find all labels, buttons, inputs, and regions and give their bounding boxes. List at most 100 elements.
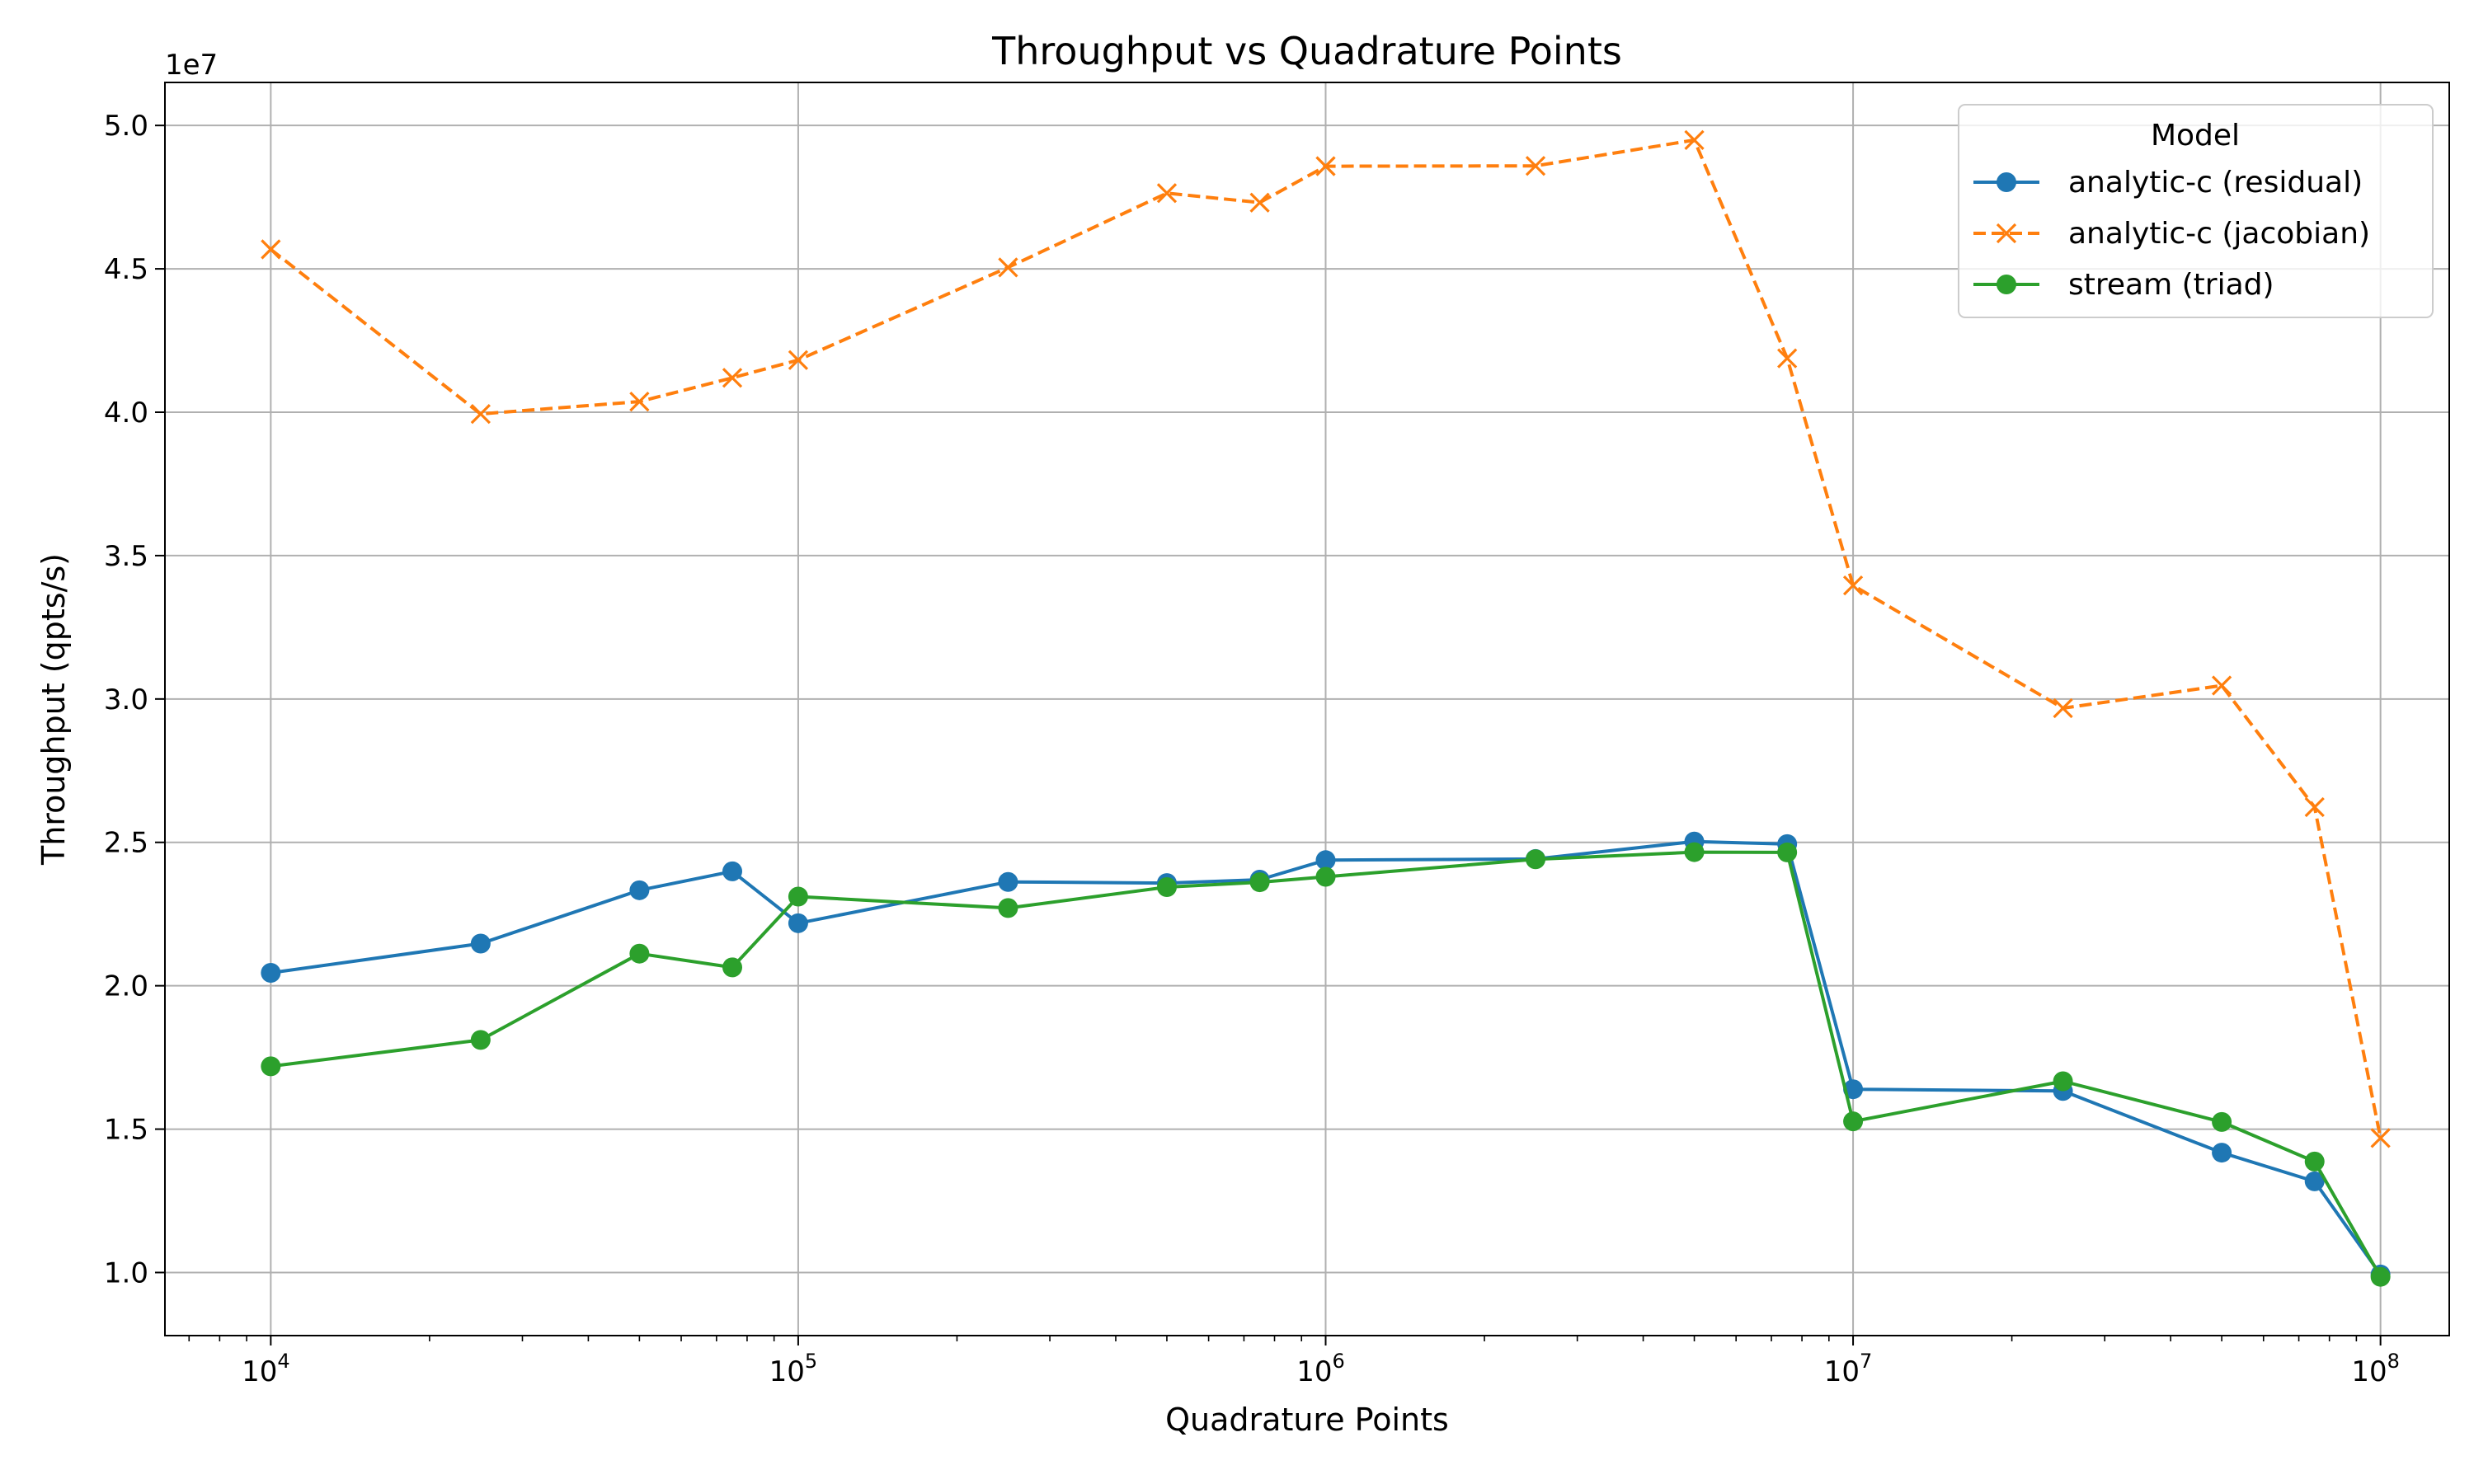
series-2-point-stroke [2304,796,2325,818]
series-2-point [1249,192,1270,213]
legend-title: Model [2151,119,2240,153]
x-tick-exponent: 8 [2387,1350,2400,1373]
series-2-point-stroke [1684,129,1705,151]
series-2-point [261,239,281,260]
y-tick-label: 1.5 [104,1114,148,1147]
series-1-point [2212,1143,2232,1163]
series-2-point [1684,129,1705,151]
series-1-point [722,861,743,881]
x-axis-label: Quadrature Points [1165,1402,1449,1438]
series-2-point [788,350,809,370]
series-2-point [1315,156,1336,176]
series-2-point-stroke [470,403,491,425]
series-2-point-stroke [788,350,809,370]
legend-entry-2-label: analytic-c (jacobian) [2068,217,2370,251]
x-tick-label: 107 [1824,1350,1873,1388]
legend-entry-1-label: analytic-c (residual) [2068,166,2363,200]
series-2-point-stroke [2053,697,2073,719]
plot-frame [164,82,2450,1336]
series-2-point [1156,183,1178,204]
series-2-point-stroke [2211,675,2232,696]
series-2-point [1525,156,1546,176]
series-2-point-stroke [1156,183,1178,204]
series-2 [261,129,2391,1148]
x-tick-exponent: 6 [1332,1350,1344,1373]
legend-entry-3: stream (triad) [1973,268,2274,302]
series-2-point-stroke [1777,348,1798,369]
series-2-point [998,257,1018,278]
legend-entry-2-marker-stroke [1996,223,2017,244]
y-tick-label: 5.0 [104,110,148,143]
y-offset-label: 1e7 [165,49,218,82]
series-2-point-stroke [1249,192,1270,213]
series-2-point-stroke [1525,156,1546,176]
legend-entry-3-label: stream (triad) [2068,268,2274,302]
series-2-point [629,391,650,412]
series-2-point [2053,697,2073,719]
series-1-point [2304,1171,2325,1191]
legend-entry-1: analytic-c (residual) [1973,166,2363,200]
series-2-point-stroke [998,257,1018,278]
series-2-point [470,403,491,425]
series-3-point [261,1056,281,1077]
series-3-point [629,943,650,964]
series-1-point [788,913,808,933]
y-tick-label: 4.5 [104,253,148,286]
data-layer [261,129,2391,1287]
series-3 [261,842,2391,1287]
y-tick-label: 2.5 [104,827,148,860]
legend-entry-2: analytic-c (jacobian) [1973,217,2370,251]
series-3-point [2370,1266,2391,1287]
legend-entries: analytic-c (residual) analytic-c (jacobia… [1973,166,2370,302]
series-2-point [1842,575,1864,596]
x-tick-label: 106 [1296,1350,1345,1388]
x-tick-exponent: 4 [277,1350,289,1373]
series-3-point [1526,849,1546,870]
series-3-point [1843,1111,1864,1132]
series-2-point-stroke [261,239,281,260]
series-1-point [629,880,650,900]
series-3-point [470,1030,491,1050]
series-3-point [1777,842,1798,862]
series-3-point [788,886,808,907]
legend-entry-1-marker [1997,172,2016,192]
x-tick-exponent: 5 [805,1350,817,1373]
chart-title: Throughput vs Quadrature Points [991,29,1622,73]
series-3-point [722,957,743,978]
tick-layer: 104 105 106 107 108 1.0 1.5 2.0 2.5 3.0 3.5 4.0 4.5 5… [104,110,2400,1388]
series-1-point [261,963,281,983]
series-2-point-stroke [1842,575,1864,596]
series-2-point [2304,796,2325,818]
series-2-point [722,368,743,388]
series-3-point [2053,1071,2073,1092]
y-tick-label: 2.0 [104,970,148,1003]
series-3-point [998,898,1018,918]
series-1-point [998,871,1018,892]
x-tick-label: 108 [2351,1350,2400,1388]
series-2-point-stroke [2370,1128,2391,1148]
legend: Model analytic-c (residual) analytic-c (j… [1958,104,2434,318]
series-2-point-stroke [629,391,650,412]
series-2-point [2370,1128,2391,1148]
x-tick-exponent: 7 [1860,1350,1872,1373]
series-3-point [1156,877,1177,897]
y-axis-label: Throughput (qpts/s) [35,553,72,866]
y-tick-label: 3.5 [104,540,148,573]
series-2-point [2211,675,2232,696]
series-3-point [2304,1151,2325,1172]
y-tick-label: 3.0 [104,683,148,716]
legend-entry-3-marker [1997,275,2016,294]
series-1 [261,831,2391,1284]
y-tick-label: 1.0 [104,1256,148,1289]
series-3-point [2212,1111,2232,1132]
legend-frame [1958,104,2434,318]
legend-entry-2-marker [1996,223,2017,244]
series-3-point [1249,872,1270,893]
series-3-point [1684,842,1705,862]
series-1-point [470,933,491,954]
y-tick-label: 4.0 [104,397,148,430]
series-2-point [1777,348,1798,369]
series-2-point-stroke [722,368,743,388]
